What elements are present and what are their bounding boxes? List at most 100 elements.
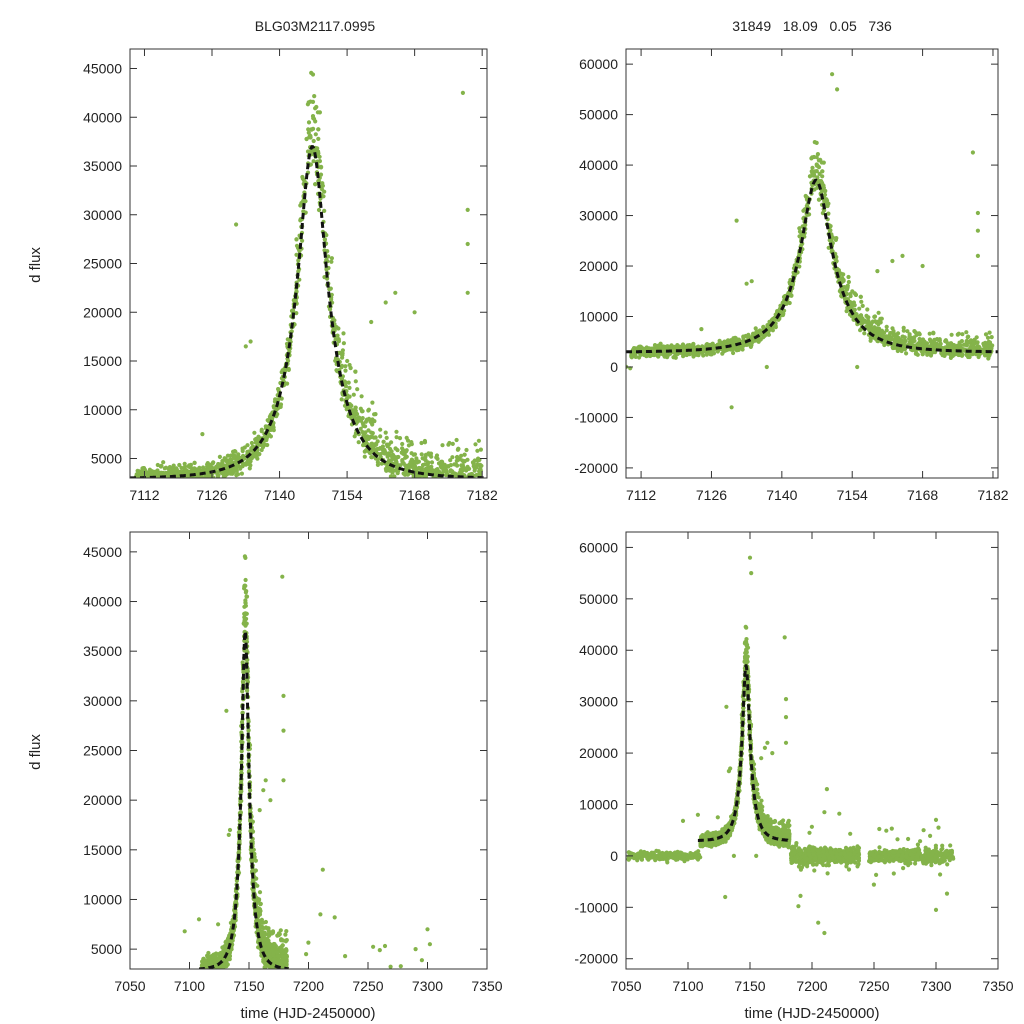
data-point [403, 463, 408, 468]
data-point [465, 241, 470, 247]
data-point [389, 440, 394, 445]
data-point [398, 463, 403, 468]
data-point [425, 927, 430, 932]
data-point [982, 353, 988, 358]
data-point [245, 688, 250, 693]
data-point [912, 329, 917, 334]
data-point [355, 419, 360, 424]
data-point [366, 407, 371, 412]
data-point [770, 328, 776, 333]
data-point [986, 356, 991, 361]
data-point [975, 228, 981, 233]
data-point [284, 948, 289, 953]
data-point [252, 854, 257, 860]
data-point [243, 598, 248, 603]
data-point [370, 441, 375, 446]
y-tick-label: 0 [610, 359, 618, 375]
y-tick-label: 50000 [579, 107, 618, 123]
data-point [878, 316, 883, 321]
data-point [405, 472, 410, 477]
data-point [343, 954, 348, 959]
data-point [204, 966, 209, 969]
data-point [400, 441, 405, 447]
data-point [281, 728, 286, 733]
data-point [222, 958, 227, 963]
data-point [422, 438, 427, 444]
y-tick-label: 40000 [83, 594, 122, 610]
data-point [383, 430, 388, 435]
data-point [221, 962, 226, 967]
data-point [304, 952, 309, 957]
data-point [366, 436, 371, 441]
data-point [429, 460, 435, 465]
data-point [985, 335, 991, 340]
data-point [987, 340, 993, 345]
data-point [259, 447, 264, 453]
data-point [388, 474, 393, 478]
data-point [964, 330, 969, 335]
data-point [897, 338, 902, 343]
data-point [876, 328, 881, 333]
data-point [413, 947, 418, 952]
data-point [672, 354, 677, 359]
data-point [310, 72, 316, 77]
data-point [953, 345, 958, 350]
data-point [353, 369, 358, 374]
data-point [238, 789, 243, 795]
data-point [920, 263, 925, 269]
data-point [279, 937, 284, 942]
panel-top-left: 7112 7126 7140 7154 7168 71825000100001500020… [83, 48, 498, 503]
data-point [217, 454, 222, 459]
data-point [971, 341, 976, 346]
y-tick-label: 5000 [91, 451, 122, 467]
data-point [771, 316, 776, 321]
data-point [315, 149, 321, 154]
data-point [852, 303, 857, 308]
data-point [818, 157, 823, 162]
data-point [333, 337, 338, 342]
data-point [990, 343, 995, 348]
data-point [306, 120, 312, 125]
data-point [901, 340, 906, 345]
data-point [149, 471, 154, 476]
data-point [845, 286, 850, 291]
data-point [729, 405, 734, 410]
data-point [234, 222, 239, 227]
data-point [749, 279, 754, 284]
data-point [310, 114, 316, 119]
x-tick-label: 7154 [332, 487, 363, 503]
data-point [190, 467, 196, 472]
data-point [271, 951, 276, 956]
data-point [820, 174, 825, 179]
data-point [224, 708, 229, 713]
data-point [902, 347, 908, 352]
data-point [362, 454, 367, 459]
data-point [386, 443, 391, 448]
data-point [811, 172, 816, 177]
data-point [972, 337, 977, 342]
x-tick-label: 7126 [696, 487, 727, 503]
data-point [280, 368, 285, 373]
data-point [754, 329, 759, 334]
data-point [413, 460, 418, 465]
data-point [358, 418, 364, 423]
data-point [412, 310, 417, 315]
data-point [809, 156, 814, 161]
data-point [475, 448, 480, 453]
data-point [267, 955, 272, 960]
data-point [316, 127, 321, 132]
data-point [339, 363, 345, 368]
data-point [471, 464, 476, 469]
data-point [238, 810, 243, 815]
data-point [249, 440, 254, 446]
data-point [864, 313, 869, 318]
data-point [920, 352, 925, 357]
data-point [268, 425, 273, 430]
data-point [291, 298, 296, 303]
data-point [318, 912, 323, 917]
data-point [216, 473, 221, 478]
data-point [245, 443, 250, 448]
data-point [983, 332, 989, 337]
data-point [246, 758, 251, 763]
